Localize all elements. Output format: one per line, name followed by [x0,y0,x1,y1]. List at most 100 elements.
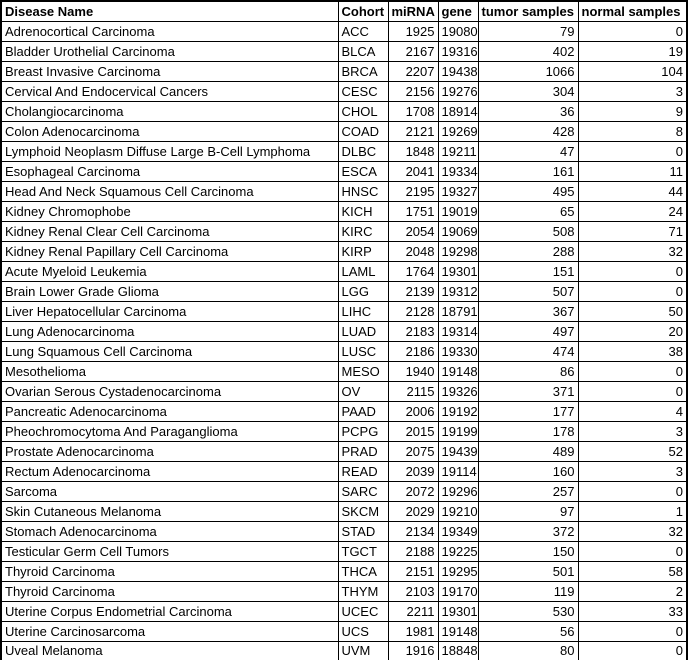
cell-cohort[interactable]: LIHC [337,300,389,322]
cell-cohort[interactable]: CESC [337,80,389,102]
cell-normal[interactable]: 0 [577,280,688,302]
cell-normal[interactable]: 9 [577,100,688,122]
header-cell-cohort[interactable]: Cohort [337,0,389,22]
cell-cohort[interactable]: THYM [337,580,389,602]
cell-gene[interactable]: 19148 [437,360,479,382]
cell-mirna[interactable]: 2121 [387,120,439,142]
cell-mirna[interactable]: 2072 [387,480,439,502]
cell-gene[interactable]: 19296 [437,480,479,502]
cell-gene[interactable]: 19298 [437,240,479,262]
cell-gene[interactable]: 19439 [437,440,479,462]
cell-gene[interactable]: 19269 [437,120,479,142]
cell-disease[interactable]: Mesothelioma [0,360,339,382]
cell-disease[interactable]: Liver Hepatocellular Carcinoma [0,300,339,322]
cell-normal[interactable]: 52 [577,440,688,462]
cell-gene[interactable]: 19316 [437,40,479,62]
cell-tumor[interactable]: 367 [477,300,579,322]
cell-mirna[interactable]: 1848 [387,140,439,162]
cell-tumor[interactable]: 495 [477,180,579,202]
cell-disease[interactable]: Bladder Urothelial Carcinoma [0,40,339,62]
cell-tumor[interactable]: 497 [477,320,579,342]
cell-mirna[interactable]: 2195 [387,180,439,202]
cell-mirna[interactable]: 1708 [387,100,439,122]
cell-normal[interactable]: 0 [577,20,688,42]
cell-disease[interactable]: Brain Lower Grade Glioma [0,280,339,302]
cell-cohort[interactable]: COAD [337,120,389,142]
cell-gene[interactable]: 18848 [437,640,479,660]
cell-mirna[interactable]: 2211 [387,600,439,622]
cell-mirna[interactable]: 1751 [387,200,439,222]
cell-normal[interactable]: 3 [577,420,688,442]
cell-tumor[interactable]: 150 [477,540,579,562]
header-cell-tumor[interactable]: tumor samples [477,0,579,22]
cell-tumor[interactable]: 508 [477,220,579,242]
cell-cohort[interactable]: LAML [337,260,389,282]
cell-normal[interactable]: 8 [577,120,688,142]
cell-gene[interactable]: 19192 [437,400,479,422]
cell-disease[interactable]: Colon Adenocarcinoma [0,120,339,142]
cell-gene[interactable]: 19170 [437,580,479,602]
cell-normal[interactable]: 19 [577,40,688,62]
cell-normal[interactable]: 2 [577,580,688,602]
cell-normal[interactable]: 3 [577,80,688,102]
cell-disease[interactable]: Cholangiocarcinoma [0,100,339,122]
cell-mirna[interactable]: 1764 [387,260,439,282]
cell-disease[interactable]: Stomach Adenocarcinoma [0,520,339,542]
cell-cohort[interactable]: ESCA [337,160,389,182]
cell-cohort[interactable]: READ [337,460,389,482]
cell-tumor[interactable]: 177 [477,400,579,422]
cell-tumor[interactable]: 372 [477,520,579,542]
cell-disease[interactable]: Uterine Corpus Endometrial Carcinoma [0,600,339,622]
cell-gene[interactable]: 19327 [437,180,479,202]
cell-normal[interactable]: 0 [577,480,688,502]
cell-normal[interactable]: 38 [577,340,688,362]
cell-mirna[interactable]: 1940 [387,360,439,382]
cell-disease[interactable]: Sarcoma [0,480,339,502]
cell-disease[interactable]: Thyroid Carcinoma [0,560,339,582]
cell-tumor[interactable]: 161 [477,160,579,182]
cell-disease[interactable]: Kidney Chromophobe [0,200,339,222]
cell-mirna[interactable]: 2075 [387,440,439,462]
cell-cohort[interactable]: LUSC [337,340,389,362]
cell-disease[interactable]: Thyroid Carcinoma [0,580,339,602]
cell-mirna[interactable]: 2134 [387,520,439,542]
cell-gene[interactable]: 19276 [437,80,479,102]
cell-tumor[interactable]: 428 [477,120,579,142]
cell-gene[interactable]: 19069 [437,220,479,242]
cell-disease[interactable]: Pancreatic Adenocarcinoma [0,400,339,422]
cell-normal[interactable]: 24 [577,200,688,222]
cell-normal[interactable]: 0 [577,260,688,282]
cell-cohort[interactable]: LGG [337,280,389,302]
cell-mirna[interactable]: 2048 [387,240,439,262]
cell-disease[interactable]: Lung Adenocarcinoma [0,320,339,342]
cell-tumor[interactable]: 151 [477,260,579,282]
cell-disease[interactable]: Lung Squamous Cell Carcinoma [0,340,339,362]
cell-normal[interactable]: 104 [577,60,688,82]
cell-normal[interactable]: 32 [577,520,688,542]
cell-mirna[interactable]: 2054 [387,220,439,242]
cell-mirna[interactable]: 2139 [387,280,439,302]
cell-mirna[interactable]: 2183 [387,320,439,342]
cell-tumor[interactable]: 160 [477,460,579,482]
cell-cohort[interactable]: TGCT [337,540,389,562]
cell-disease[interactable]: Pheochromocytoma And Paraganglioma [0,420,339,442]
cell-cohort[interactable]: UCEC [337,600,389,622]
cell-cohort[interactable]: THCA [337,560,389,582]
cell-disease[interactable]: Cervical And Endocervical Cancers [0,80,339,102]
cell-gene[interactable]: 19211 [437,140,479,162]
cell-normal[interactable]: 50 [577,300,688,322]
cell-cohort[interactable]: UCS [337,620,389,642]
cell-cohort[interactable]: HNSC [337,180,389,202]
cell-cohort[interactable]: KICH [337,200,389,222]
cell-tumor[interactable]: 474 [477,340,579,362]
cell-cohort[interactable]: CHOL [337,100,389,122]
cell-mirna[interactable]: 1916 [387,640,439,660]
cell-gene[interactable]: 19301 [437,260,479,282]
cell-gene[interactable]: 19312 [437,280,479,302]
cell-tumor[interactable]: 530 [477,600,579,622]
cell-mirna[interactable]: 2128 [387,300,439,322]
cell-cohort[interactable]: UVM [337,640,389,660]
cell-cohort[interactable]: KIRC [337,220,389,242]
cell-normal[interactable]: 0 [577,540,688,562]
cell-mirna[interactable]: 2207 [387,60,439,82]
